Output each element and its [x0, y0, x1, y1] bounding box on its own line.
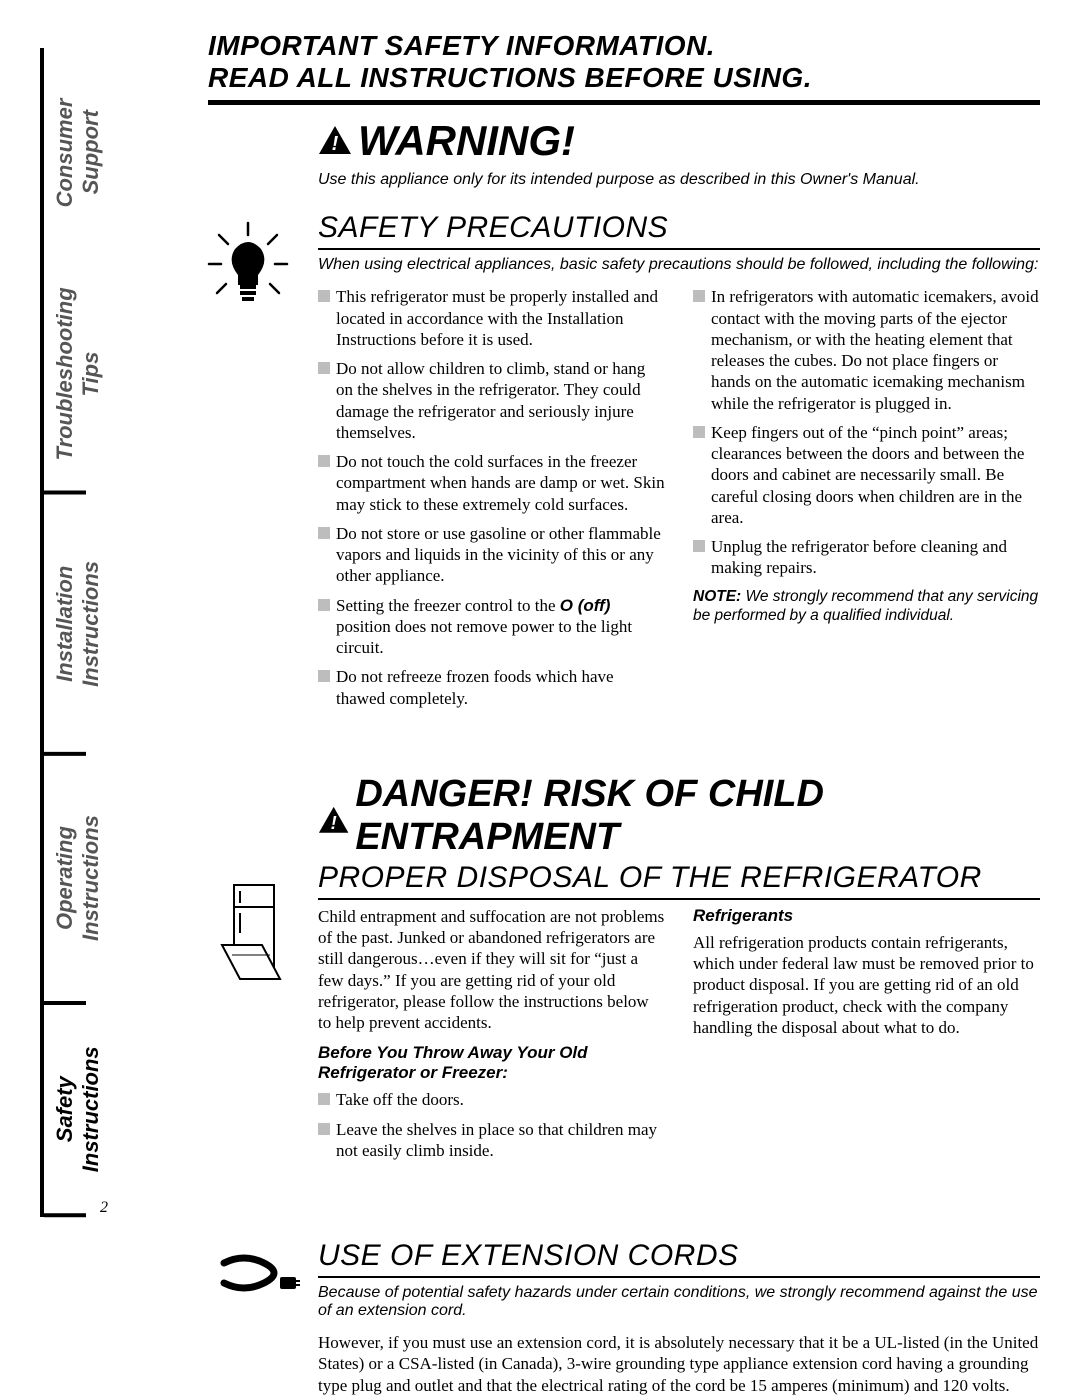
alert-icon: ! — [318, 117, 352, 147]
disposal-col-left: Child entrapment and suffocation are not… — [318, 906, 665, 1169]
bold-o-off: O (off) — [560, 596, 611, 615]
safety-col-right: In refrigerators with automatic icemaker… — [693, 286, 1040, 717]
safety-note: NOTE: We strongly recommend that any ser… — [693, 587, 1040, 626]
warning-heading: ! WARNING! — [318, 117, 1040, 165]
bullet: Take off the doors. — [318, 1089, 665, 1110]
disposal-intro: Child entrapment and suffocation are not… — [318, 906, 665, 1034]
bullet: Do not allow children to climb, stand or… — [318, 358, 665, 443]
alert-icon: ! — [318, 801, 349, 831]
main-content: IMPORTANT SAFETY INFORMATION. READ ALL I… — [208, 30, 1040, 1396]
bullet: In refrigerators with automatic icemaker… — [693, 286, 1040, 414]
safety-col-left: This refrigerator must be properly insta… — [318, 286, 665, 717]
sidebar-tab-safety[interactable]: Safety Instructions — [44, 1005, 86, 1217]
page-number: 2 — [100, 1199, 108, 1217]
svg-text:!: ! — [332, 133, 339, 155]
bullet: Do not touch the cold surfaces in the fr… — [318, 451, 665, 515]
page-heading: IMPORTANT SAFETY INFORMATION. READ ALL I… — [208, 30, 1040, 105]
bullet: Leave the shelves in place so that child… — [318, 1119, 665, 1162]
cords-title: USE OF EXTENSION CORDS — [318, 1239, 1040, 1278]
bullet: Do not store or use gasoline or other fl… — [318, 523, 665, 587]
disposal-section: PROPER DISPOSAL OF THE REFRIGERATOR Chil… — [208, 861, 1040, 1169]
refrigerator-icon — [220, 883, 300, 983]
bullet: Setting the freezer control to the O (of… — [318, 595, 665, 659]
safety-columns: This refrigerator must be properly insta… — [318, 286, 1040, 717]
disposal-col-right: Refrigerants All refrigeration products … — [693, 906, 1040, 1169]
before-throw-title: Before You Throw Away Your Old Refrigera… — [318, 1043, 665, 1083]
cord-icon — [220, 1251, 300, 1301]
refrigerants-title: Refrigerants — [693, 906, 1040, 926]
page: Safety Instructions Operating Instructio… — [0, 0, 1080, 1397]
sidebar-tab-installation[interactable]: Installation Instructions — [44, 495, 86, 756]
bullet: Unplug the refrigerator before cleaning … — [693, 536, 1040, 579]
cords-body: However, if you must use an extension co… — [318, 1332, 1040, 1396]
danger-title-text: DANGER! RISK OF CHILD ENTRAPMENT — [355, 773, 1040, 859]
svg-text:!: ! — [331, 812, 337, 833]
danger-heading: ! DANGER! RISK OF CHILD ENTRAPMENT — [318, 773, 1040, 859]
safety-title: SAFETY PRECAUTIONS — [318, 211, 1040, 250]
heading-line2: READ ALL INSTRUCTIONS BEFORE USING. — [208, 62, 1040, 94]
warning-title: WARNING! — [358, 117, 575, 165]
sidebar-tab-operating[interactable]: Operating Instructions — [44, 756, 86, 1005]
warning-subtext: Use this appliance only for its intended… — [318, 171, 1040, 189]
sidebar-tabs: Safety Instructions Operating Instructio… — [40, 48, 86, 1217]
disposal-columns: Child entrapment and suffocation are not… — [318, 906, 1040, 1169]
safety-sub: When using electrical appliances, basic … — [318, 256, 1040, 274]
safety-section: SAFETY PRECAUTIONS When using electrical… — [208, 211, 1040, 717]
sidebar-tab-troubleshooting[interactable]: Troubleshooting Tips — [44, 257, 86, 495]
heading-line1: IMPORTANT SAFETY INFORMATION. — [208, 30, 1040, 62]
bullet: Do not refreeze frozen foods which have … — [318, 666, 665, 709]
disposal-title: PROPER DISPOSAL OF THE REFRIGERATOR — [318, 861, 1040, 900]
lightbulb-icon — [203, 219, 293, 309]
refrigerants-body: All refrigeration products contain refri… — [693, 932, 1040, 1038]
sidebar-tab-support[interactable]: Consumer Support — [44, 48, 86, 257]
cords-section: USE OF EXTENSION CORDS Because of potent… — [208, 1239, 1040, 1396]
cords-sub: Because of potential safety hazards unde… — [318, 1284, 1040, 1320]
bullet: This refrigerator must be properly insta… — [318, 286, 665, 350]
bullet: Keep fingers out of the “pinch point” ar… — [693, 422, 1040, 528]
